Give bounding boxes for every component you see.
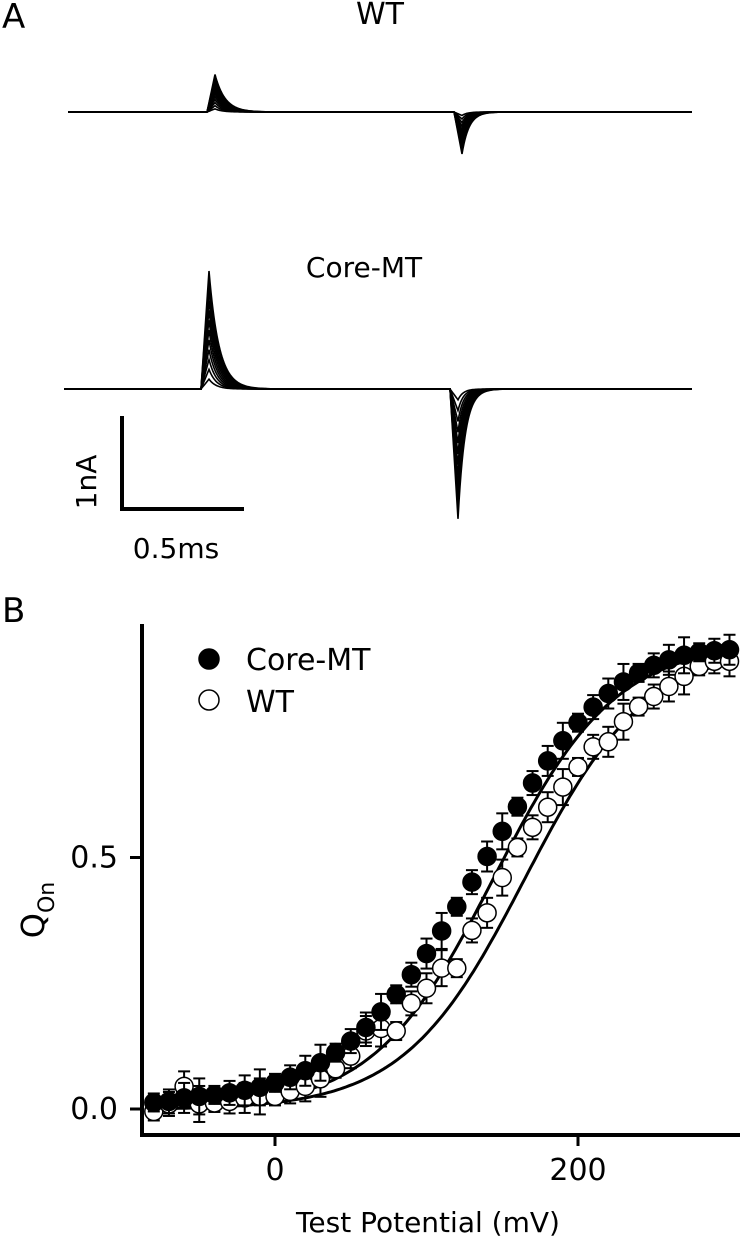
core-mt-point-11 [310, 1052, 331, 1073]
core-mt-point-10 [295, 1061, 316, 1081]
trace-wt-5 [68, 94, 692, 132]
core-mt-point-13 [341, 1031, 361, 1051]
core-mt-point-17 [401, 964, 422, 985]
core-mt-point-28 [568, 712, 588, 733]
fit-curve-core-mt [146, 650, 729, 1111]
scale-time-label: 0.5ms [133, 532, 219, 565]
trace-core-mt-3 [64, 356, 692, 422]
trace-wt-6 [68, 91, 692, 136]
wt-trace-label: WT [356, 0, 405, 32]
core-mt-point-24 [507, 796, 528, 817]
core-mt-point-31 [613, 672, 634, 692]
wt-point-33 [644, 686, 664, 707]
wt-point-31 [613, 711, 634, 732]
panel-b-label: B [2, 591, 25, 631]
legend-wt-label: WT [246, 685, 295, 720]
wt-point-25 [522, 817, 543, 838]
current-traces [64, 74, 692, 519]
trace-wt-8 [68, 84, 692, 144]
trace-wt-10 [68, 77, 692, 148]
core-mt-point-19 [431, 921, 452, 941]
core-mt-point-38 [719, 640, 740, 660]
y-tick-label-1: 0.5 [70, 841, 118, 876]
wt-series [144, 645, 740, 1123]
x-axis-label: Test Potential (mV) [295, 1206, 560, 1238]
legend-core-marker [198, 648, 220, 670]
y-axis-label-main: Q [14, 913, 52, 938]
legend-core-label: Core-MT [246, 643, 371, 678]
core-mt-point-23 [492, 821, 512, 842]
trace-wt-11 [68, 74, 692, 151]
wt-point-20 [447, 958, 467, 978]
trace-core-mt-4 [64, 349, 692, 433]
panel-a-label: A [2, 0, 25, 37]
y-axis-label: QOn [14, 882, 60, 938]
core-mt-point-20 [447, 897, 467, 917]
wt-point-21 [462, 920, 482, 941]
fit-curve-wt [146, 661, 729, 1111]
wt-point-24 [507, 837, 528, 858]
core-mt-point-22 [477, 846, 497, 867]
trace-core-mt-12 [64, 270, 692, 519]
x-tick-label-200: 200 [549, 1153, 606, 1188]
wt-point-16 [386, 1021, 406, 1041]
core-mt-series [144, 633, 740, 1116]
wt-point-27 [553, 777, 573, 797]
core-mt-point-21 [462, 872, 482, 892]
wt-point-23 [492, 867, 512, 888]
core-mt-point-30 [598, 683, 619, 704]
y-axis-label-group: QOn [14, 882, 60, 938]
trace-core-mt-6 [64, 329, 692, 454]
trace-core-mt-8 [64, 310, 692, 476]
fit-curves [146, 650, 729, 1111]
trace-core-mt-5 [64, 339, 692, 444]
core-mt-point-29 [583, 697, 603, 717]
scale-current-label: 1nA [70, 455, 103, 510]
core-mt-point-16 [386, 984, 406, 1005]
core-mt-point-25 [522, 773, 543, 793]
y-axis-label-subscript: On [35, 882, 60, 913]
wt-point-30 [598, 732, 619, 752]
legend-wt-marker [198, 689, 220, 711]
wt-point-32 [628, 696, 649, 717]
core-trace-label: Core-MT [306, 251, 423, 284]
wt-point-28 [568, 757, 588, 777]
wt-point-26 [537, 797, 558, 817]
x-tick-label-0: 0 [265, 1153, 284, 1188]
core-mt-point-27 [553, 731, 573, 751]
scale-bar: 1nA 0.5ms [70, 416, 244, 565]
wt-point-22 [477, 903, 497, 923]
trace-wt-12 [68, 74, 692, 155]
wt-point-18 [416, 978, 437, 999]
core-mt-point-14 [356, 1017, 376, 1038]
chart-ticks: 0 200 0.0 0.5 [70, 841, 606, 1189]
trace-core-mt-9 [64, 300, 692, 487]
trace-core-mt-2 [64, 367, 692, 414]
core-mt-point-26 [537, 751, 558, 771]
legend: Core-MT WT [198, 643, 371, 720]
trace-core-mt-10 [64, 290, 692, 498]
chart-axes [140, 624, 740, 1137]
wt-point-17 [401, 993, 422, 1014]
trace-wt-7 [68, 87, 692, 140]
trace-core-mt-11 [64, 280, 692, 509]
wt-point-34 [659, 676, 679, 697]
core-mt-point-15 [371, 1002, 391, 1022]
trace-core-mt-7 [64, 320, 692, 465]
y-tick-label-0: 0.0 [70, 1092, 118, 1127]
core-mt-point-12 [325, 1042, 346, 1063]
trace-wt-9 [68, 81, 692, 144]
core-mt-point-18 [416, 943, 437, 964]
